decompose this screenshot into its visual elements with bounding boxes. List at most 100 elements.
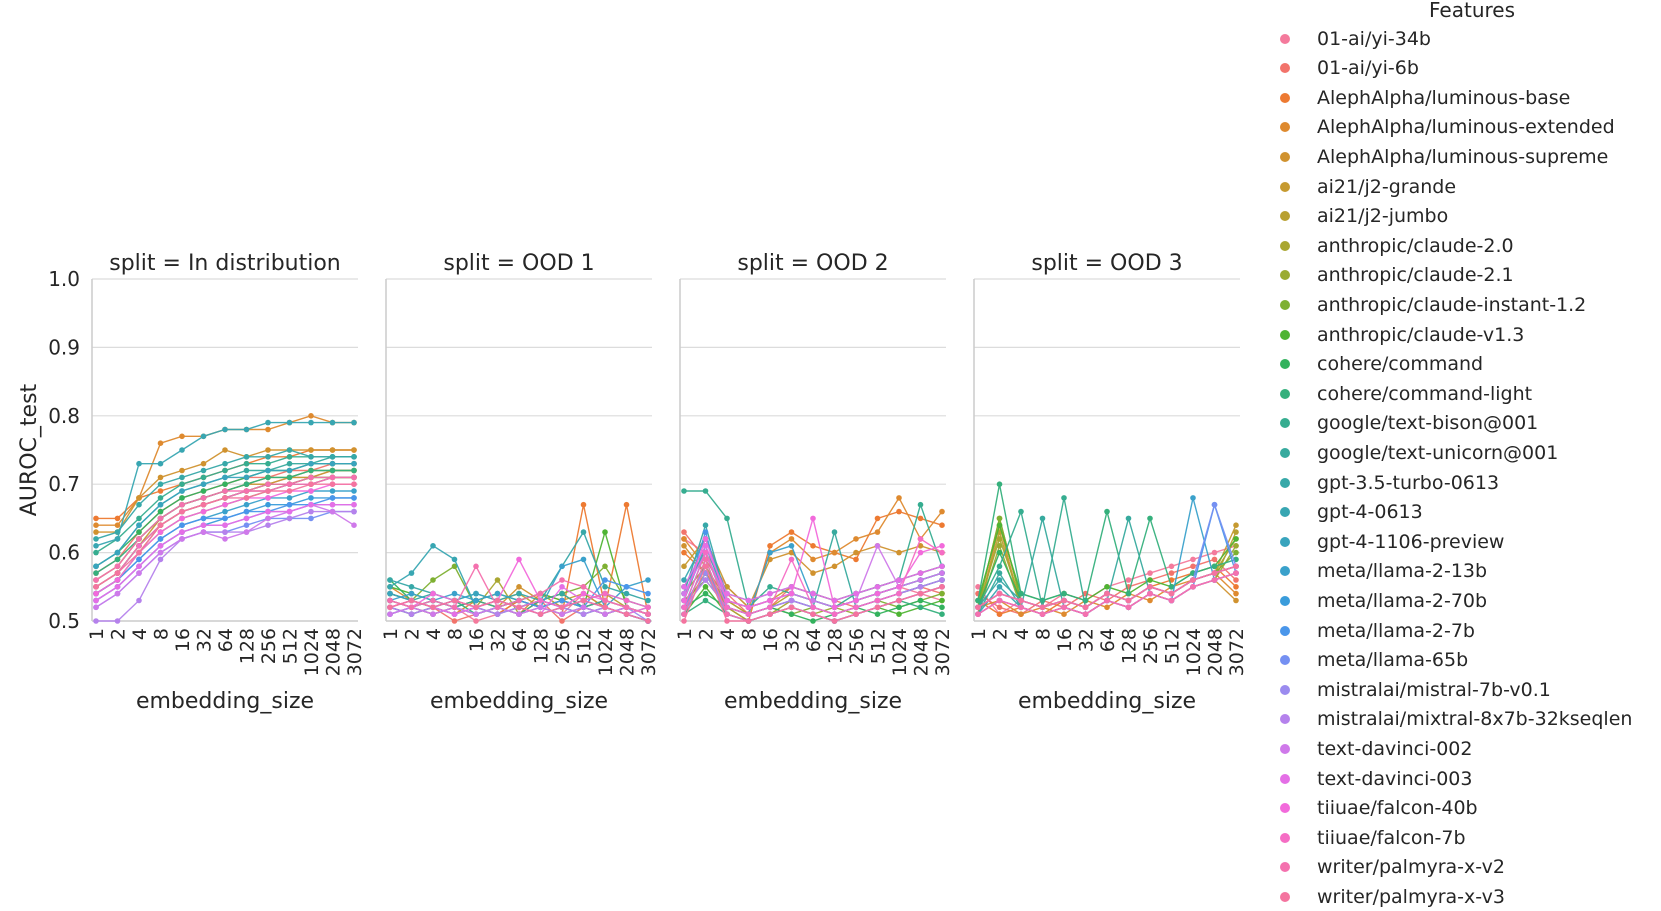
data-point: [473, 590, 479, 597]
data-point: [559, 590, 565, 597]
legend-marker: [1280, 418, 1290, 429]
data-point: [939, 563, 945, 570]
data-point: [308, 508, 314, 515]
legend-label: tiiuae/falcon-40b: [1317, 797, 1478, 820]
data-point: [265, 419, 271, 426]
legend-label: cohere/command-light: [1317, 382, 1533, 405]
data-point: [917, 501, 924, 508]
legend-label: 01-ai/yi-34b: [1317, 27, 1431, 50]
legend-title: Features: [1429, 0, 1515, 22]
data-point: [1104, 590, 1110, 597]
data-point: [681, 543, 687, 549]
data-point: [157, 460, 164, 467]
data-point: [580, 501, 587, 508]
data-point: [179, 447, 185, 453]
legend-item: gpt-4-1106-preview: [1272, 527, 1504, 556]
data-point: [265, 447, 271, 453]
data-point: [136, 522, 142, 528]
data-point: [265, 481, 271, 488]
data-point: [1168, 570, 1175, 576]
x-tick-label: 3072: [638, 628, 660, 676]
data-point: [387, 577, 393, 583]
data-point: [1125, 515, 1132, 522]
data-point: [559, 604, 565, 611]
data-point: [623, 597, 630, 604]
data-point: [93, 529, 99, 535]
data-point: [917, 604, 924, 611]
data-point: [451, 563, 458, 570]
data-point: [1211, 549, 1218, 556]
data-point: [580, 529, 587, 535]
data-point: [1061, 597, 1067, 604]
data-point: [329, 508, 336, 515]
legend-label: mistralai/mistral-7b-v0.1: [1317, 678, 1551, 701]
data-point: [265, 508, 271, 515]
legend-marker: [1280, 655, 1290, 666]
data-point: [939, 604, 945, 611]
data-point: [200, 495, 207, 501]
data-point: [430, 543, 436, 549]
data-point: [681, 529, 687, 535]
data-point: [874, 543, 881, 549]
facet-title: split = OOD 3: [1031, 251, 1182, 276]
data-point: [286, 467, 293, 474]
data-point: [136, 597, 142, 604]
data-point: [243, 488, 250, 494]
data-point: [200, 529, 207, 535]
x-tick-label: 128: [1119, 628, 1141, 664]
legend-item: tiiuae/falcon-40b: [1272, 794, 1478, 823]
data-point: [516, 590, 522, 597]
data-point: [157, 522, 164, 528]
y-tick-label: 0.6: [48, 541, 80, 565]
x-tick-label: 512: [868, 628, 890, 664]
data-point: [788, 611, 795, 617]
data-point: [157, 529, 164, 535]
legend-item: 01-ai/yi-34b: [1272, 24, 1431, 53]
data-point: [222, 522, 228, 528]
data-point: [975, 604, 981, 611]
data-point: [702, 597, 709, 604]
legend-item: AlephAlpha/luminous-supreme: [1272, 142, 1608, 171]
legend-label: gpt-4-1106-preview: [1317, 530, 1505, 553]
data-point: [351, 495, 357, 501]
legend-item: text-davinci-002: [1272, 734, 1472, 763]
x-tick-label: 2: [402, 628, 424, 640]
data-point: [1233, 563, 1239, 570]
data-point: [1168, 563, 1175, 570]
legend-label: AlephAlpha/luminous-supreme: [1317, 145, 1609, 168]
data-point: [996, 584, 1003, 590]
data-point: [93, 563, 99, 570]
x-tick-label: 2: [990, 628, 1012, 640]
data-point: [114, 590, 121, 597]
data-point: [473, 597, 479, 604]
data-point: [430, 611, 436, 617]
data-point: [788, 529, 795, 535]
data-point: [157, 515, 164, 522]
data-point: [136, 529, 142, 535]
data-point: [767, 584, 773, 590]
legend-marker: [1280, 359, 1290, 370]
x-tick-label: 64: [803, 628, 825, 652]
data-point: [1147, 515, 1153, 522]
data-point: [917, 597, 924, 604]
legend-item: google/text-unicorn@001: [1272, 438, 1558, 467]
data-point: [351, 481, 357, 488]
data-point: [265, 426, 271, 433]
data-point: [939, 549, 945, 556]
data-point: [179, 508, 185, 515]
data-point: [623, 590, 630, 597]
legend-label: anthropic/claude-v1.3: [1317, 323, 1525, 346]
legend-label: gpt-4-0613: [1317, 501, 1423, 524]
data-point: [1211, 563, 1218, 570]
data-point: [179, 488, 185, 494]
data-point: [1147, 584, 1153, 590]
data-point: [580, 556, 587, 563]
data-point: [874, 529, 881, 535]
x-tick-label: 256: [552, 628, 574, 664]
data-point: [451, 590, 458, 597]
data-point: [114, 549, 121, 556]
data-point: [559, 597, 565, 604]
legend-item: meta/llama-2-13b: [1272, 557, 1487, 586]
legend-label: AlephAlpha/luminous-base: [1317, 86, 1571, 109]
legend-label: cohere/command: [1317, 353, 1484, 376]
